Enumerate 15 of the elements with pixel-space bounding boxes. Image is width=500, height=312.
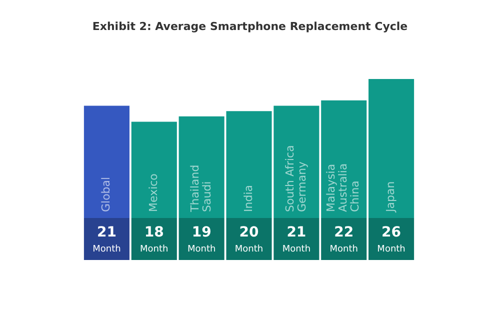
x-tick-label: Thailand Saudi bbox=[188, 164, 214, 213]
data-label: 19 Month bbox=[187, 224, 216, 254]
data-label: 26 Month bbox=[377, 224, 406, 254]
data-label: 18 Month bbox=[140, 224, 168, 254]
x-tick-label: Global bbox=[100, 176, 113, 212]
data-label: 21 Month bbox=[92, 224, 121, 254]
data-label: 21 Month bbox=[282, 224, 311, 254]
data-label: 22 Month bbox=[330, 224, 358, 254]
x-tick-label: South Africa Germany bbox=[283, 145, 308, 212]
chart-title: Exhibit 2: Average Smartphone Replacement Cycle bbox=[92, 20, 408, 33]
x-tick-label: Malaysia Australia China bbox=[324, 163, 362, 212]
x-tick-label: Mexico bbox=[147, 173, 160, 212]
x-tick-label: Japan bbox=[384, 181, 398, 213]
data-label: 20 Month bbox=[234, 224, 264, 254]
x-tick-label: India bbox=[242, 185, 255, 212]
